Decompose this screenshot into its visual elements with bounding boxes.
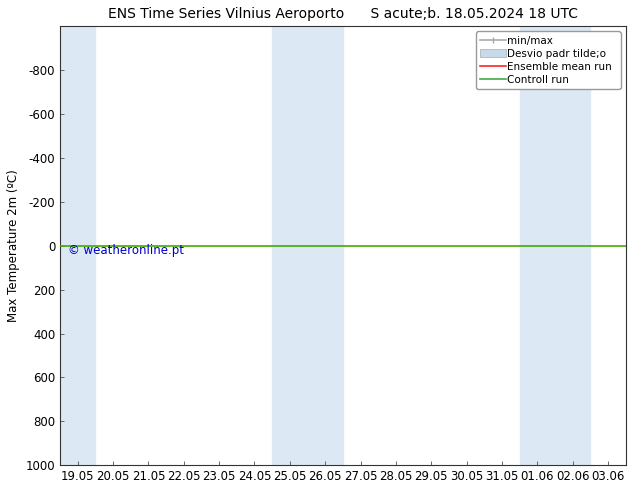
Bar xyxy=(520,26,590,465)
Bar xyxy=(272,26,343,465)
Text: © weatheronline.pt: © weatheronline.pt xyxy=(68,244,184,257)
Y-axis label: Max Temperature 2m (ºC): Max Temperature 2m (ºC) xyxy=(7,170,20,322)
Title: ENS Time Series Vilnius Aeroporto      S acute;b. 18.05.2024 18 UTC: ENS Time Series Vilnius Aeroporto S acut… xyxy=(108,7,578,21)
Bar xyxy=(60,26,95,465)
Legend: min/max, Desvio padr tilde;o, Ensemble mean run, Controll run: min/max, Desvio padr tilde;o, Ensemble m… xyxy=(476,31,621,89)
